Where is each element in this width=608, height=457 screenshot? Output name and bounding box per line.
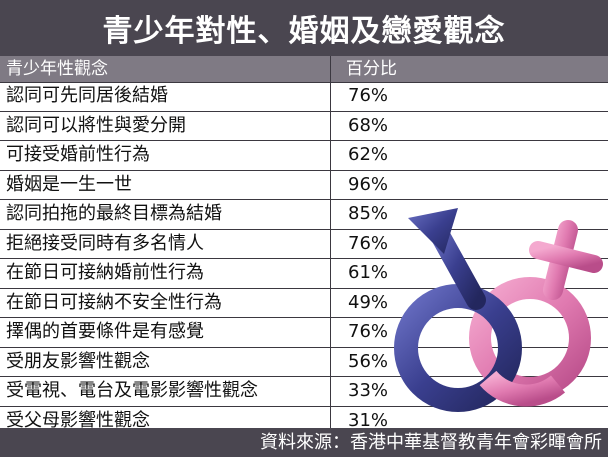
row-category: 認同拍拖的最終目標為結婚 xyxy=(6,203,222,224)
row-value: 31% xyxy=(348,409,389,431)
row-category: 擇偶的首要條件是有感覺 xyxy=(6,321,204,342)
row-category: 受父母影響性觀念 xyxy=(6,409,150,431)
table-row: 婚姻是一生一世 96% xyxy=(0,171,608,200)
source-footer: 資料來源：香港中華基督教青年會彩暉會所 xyxy=(0,428,608,457)
column-divider xyxy=(330,56,331,428)
row-value: 33% xyxy=(348,380,389,401)
row-category: 拒絕接受同時有多名情人 xyxy=(6,232,204,254)
row-value: 62% xyxy=(348,144,389,165)
row-category: 認同可以將性與愛分開 xyxy=(6,114,186,136)
table-body: 認同可先同居後結婚 76% 認同可以將性與愛分開 68% 可接受婚前性行為 62% 婚姻是一… xyxy=(0,82,608,436)
row-value: 49% xyxy=(348,291,389,313)
row-value: 56% xyxy=(348,350,389,372)
row-value: 76% xyxy=(348,85,389,106)
row-category: 受朋友影響性觀念 xyxy=(6,350,150,372)
row-category: 在節日可接納婚前性行為 xyxy=(6,262,204,283)
page-title: 青少年對性、婚姻及戀愛觀念 xyxy=(0,0,608,56)
row-category: 受電視、電台及電影影響性觀念 xyxy=(6,380,258,401)
table-row: 認同拍拖的最終目標為結婚 85% xyxy=(0,200,608,230)
row-category: 婚姻是一生一世 xyxy=(6,173,132,195)
table-row: 受朋友影響性觀念 56% xyxy=(0,348,608,377)
row-category: 認同可先同居後結婚 xyxy=(6,85,168,106)
row-value: 85% xyxy=(348,203,389,224)
table-row: 拒絕接受同時有多名情人 76% xyxy=(0,230,608,259)
header-concept: 青少年性觀念 xyxy=(6,59,108,79)
row-value: 76% xyxy=(348,321,389,342)
table-header: 青少年性觀念 百分比 xyxy=(0,56,608,83)
row-value: 61% xyxy=(348,262,389,283)
table-row: 可接受婚前性行為 62% xyxy=(0,141,608,171)
row-value: 96% xyxy=(348,173,389,195)
header-percentage: 百分比 xyxy=(346,59,397,79)
row-value: 76% xyxy=(348,232,389,254)
table-row: 在節日可接納不安全性行為 49% xyxy=(0,289,608,318)
source-text: 資料來源：香港中華基督教青年會彩暉會所 xyxy=(260,432,602,453)
table-row: 認同可以將性與愛分開 68% xyxy=(0,112,608,141)
table-row: 受電視、電台及電影影響性觀念 33% xyxy=(0,377,608,407)
gender-symbols-icon xyxy=(394,208,603,412)
male-symbol-icon xyxy=(394,208,522,412)
row-category: 在節日可接納不安全性行為 xyxy=(6,291,222,313)
row-value: 68% xyxy=(348,114,389,136)
table-row: 擇偶的首要條件是有感覺 76% xyxy=(0,318,608,348)
table-row: 認同可先同居後結婚 76% xyxy=(0,82,608,112)
row-category: 可接受婚前性行為 xyxy=(6,144,150,165)
table-row: 在節日可接納婚前性行為 61% xyxy=(0,259,608,289)
